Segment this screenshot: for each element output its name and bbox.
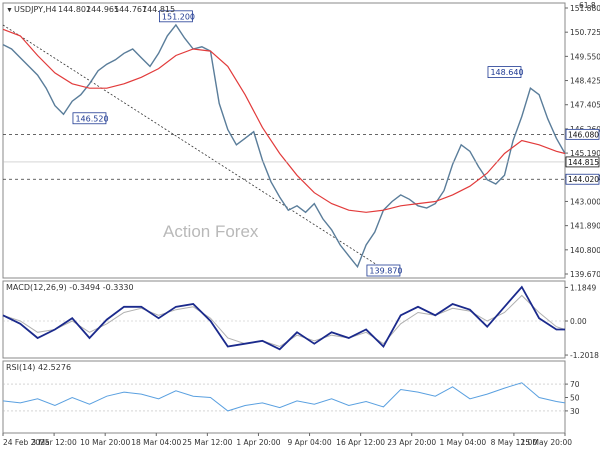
annotation-label: 139.870: [369, 267, 402, 276]
level-label: 146.080: [568, 130, 599, 139]
ohlc-close: 144.815: [142, 5, 175, 14]
annotation-label: 146.520: [75, 114, 108, 123]
watermark: Action Forex: [163, 222, 259, 241]
price-y-tick-label: 148.425: [570, 77, 600, 86]
annotation-label: 148.640: [490, 68, 523, 77]
x-tick-label: 15 May 20:00: [521, 438, 573, 447]
rsi-line: [2, 382, 566, 412]
rsi-y-axis: 70 50 30: [3, 380, 580, 416]
chart-title: USDJPY,H4: [14, 5, 57, 14]
trendline: [2, 24, 384, 270]
rsi-panel: [2, 360, 566, 434]
trendline-line: [2, 24, 384, 270]
macd-y-tick-label: 1.1849: [570, 283, 596, 292]
price-y-tick-label: 143.000: [570, 197, 600, 206]
price-y-tick-label: 140.800: [570, 246, 600, 255]
rsi-y-tick-label: 30: [570, 407, 580, 416]
current-price-box: [565, 156, 600, 168]
chart-title-arrow: ▼: [6, 7, 13, 14]
x-tick-label: 24 Feb 2025: [3, 438, 50, 447]
ma-series-line: [2, 28, 566, 213]
annotation-box: [487, 66, 522, 78]
macd-y-tick-label: 0.00: [570, 317, 587, 326]
rsi-lines: [2, 382, 566, 412]
price-panel: [2, 2, 566, 279]
price-y-tick-label: 139.670: [570, 270, 600, 279]
annotation-label: 151.200: [162, 12, 195, 21]
macd-line: [2, 285, 565, 351]
annotation-box: [72, 112, 107, 125]
level-label: 144.020: [568, 175, 599, 184]
price-y-tick-label: 141.890: [570, 222, 600, 231]
annotation-box: [366, 264, 401, 277]
price-levels: 146.080 144.020: [3, 128, 600, 185]
macd-lines: [2, 285, 566, 351]
ohlc-high: 144.965: [86, 5, 119, 14]
x-tick-label: 18 Mar 04:00: [131, 438, 181, 447]
rsi-y-tick-label: 50: [570, 394, 580, 403]
price-y-tick-label: 147.405: [570, 101, 600, 110]
price-y-tick-label: 151.880: [570, 4, 600, 13]
x-tick-label: 25 Mar 12:00: [182, 438, 232, 447]
x-tick-label: 9 Apr 04:00: [287, 438, 331, 447]
price-annotations: 151.200 146.520 139.870 148.640: [72, 10, 524, 277]
x-tick-label: 1 May 04:00: [439, 438, 486, 447]
current-price-label: 144.815: [568, 158, 599, 167]
price-y-tick-label: 145.190: [570, 149, 600, 158]
x-tick-label: 10 Mar 20:00: [80, 438, 130, 447]
rsi-y-tick-label: 70: [570, 380, 580, 389]
corner-label: 61.8: [579, 1, 596, 10]
price-y-tick-label: 150.725: [570, 28, 600, 37]
level-label-box: [565, 128, 600, 140]
macd-title: MACD(12,26,9) -0.3494 -0.3330: [6, 283, 134, 292]
price-y-tick-label: 149.550: [570, 52, 600, 61]
x-tick-label: 8 May 12:00: [491, 438, 538, 447]
current-price: 144.815: [3, 156, 600, 168]
price-lines: [2, 23, 566, 269]
price-y-axis: 151.880150.725149.550148.425147.405146.2…: [565, 4, 600, 279]
x-tick-label: 3 Mar 12:00: [31, 438, 77, 447]
rsi-title: RSI(14) 42.5276: [6, 363, 71, 372]
price-series-line: [2, 23, 566, 269]
level-label-box: [565, 173, 600, 185]
x-tick-label: 16 Apr 12:00: [336, 438, 385, 447]
macd-y-tick-label: -1.2018: [570, 351, 599, 360]
ohlc-open: 144.802: [58, 5, 91, 14]
macd-y-axis: 1.1849 0.00 -1.2018: [3, 283, 599, 360]
ohlc-low: 144.767: [114, 5, 147, 14]
annotation-box: [159, 10, 193, 23]
x-tick-label: 23 Apr 20:00: [387, 438, 436, 447]
x-tick-label: 1 Apr 20:00: [236, 438, 280, 447]
